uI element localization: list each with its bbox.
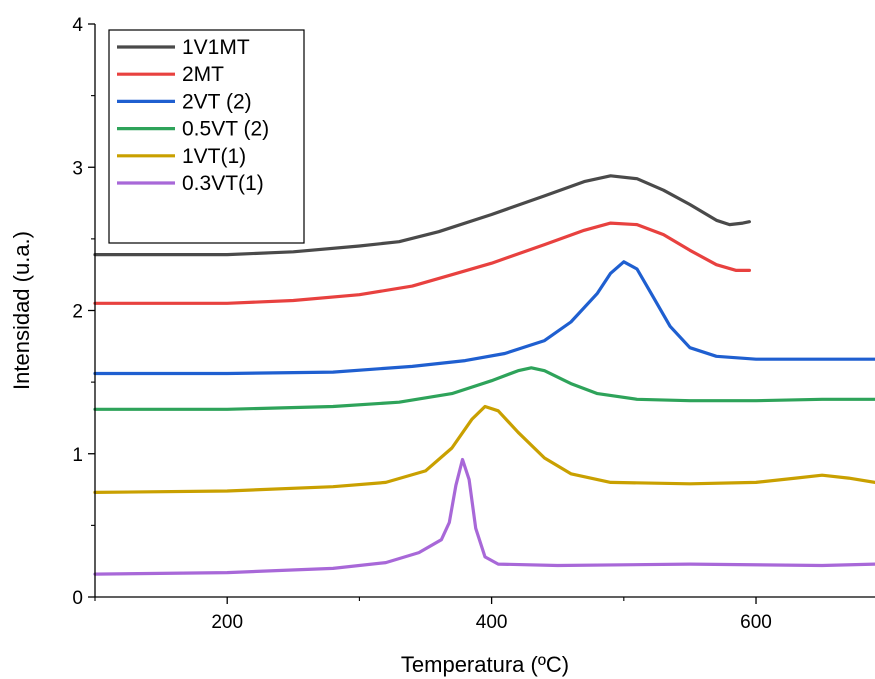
x-tick-label: 200 bbox=[211, 612, 243, 633]
series-line-4 bbox=[93, 404, 875, 494]
legend-label: 2MT bbox=[182, 63, 224, 86]
legend-label: 0.3VT(1) bbox=[182, 172, 264, 195]
legend-label: 1VT(1) bbox=[182, 145, 246, 168]
legend-box bbox=[108, 29, 305, 244]
series-line-0 bbox=[93, 174, 751, 257]
series-line-3 bbox=[93, 366, 875, 411]
axis-ticks: 0 1 2 3 4 200 400 600 bbox=[72, 15, 771, 633]
legend-label: 0.5VT (2) bbox=[182, 118, 269, 141]
x-tick-label: 600 bbox=[740, 612, 772, 633]
legend-label: 2VT (2) bbox=[182, 90, 252, 113]
y-tick-label: 1 bbox=[72, 445, 83, 466]
x-axis-label: Temperatura (ºC) bbox=[401, 652, 569, 677]
series-line-1 bbox=[93, 221, 751, 305]
series-line-5 bbox=[93, 457, 875, 576]
y-tick-label: 0 bbox=[72, 588, 83, 609]
y-tick-label: 3 bbox=[72, 158, 83, 179]
series-line-2 bbox=[93, 260, 875, 376]
legend-label: 1V1MT bbox=[182, 36, 250, 59]
y-tick-label: 2 bbox=[72, 302, 83, 323]
y-axis-label: Intensidad (u.a.) bbox=[9, 231, 34, 390]
x-tick-label: 400 bbox=[476, 612, 508, 633]
legend: 1V1MT 2MT 2VT (2) 0.5VT (2) 1VT(1) 0.3VT(1) bbox=[108, 29, 305, 244]
y-tick-label: 4 bbox=[72, 15, 83, 36]
series-lines bbox=[93, 174, 875, 576]
